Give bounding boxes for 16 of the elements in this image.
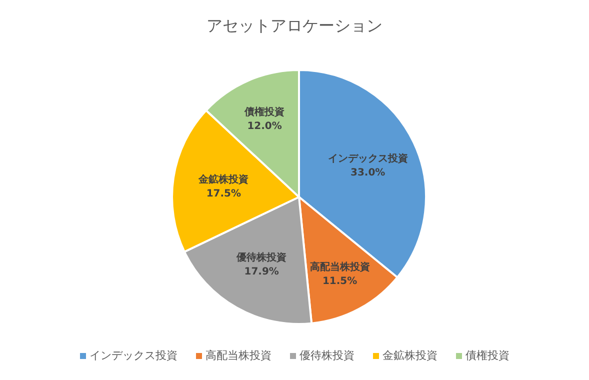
slice-label: 債権投資: [244, 106, 285, 118]
slice-label: 金鉱株投資: [198, 173, 249, 186]
data-label: 17.9%: [244, 266, 279, 278]
legend-label: 優待株投資: [298, 348, 354, 363]
legend-label: 高配当株投資: [204, 348, 272, 363]
data-label: 17.5%: [206, 188, 242, 200]
slice-label: インデックス投資: [328, 152, 408, 164]
slice-label: 優待株投資: [236, 251, 287, 264]
data-label: 33.0%: [350, 167, 386, 178]
data-label: 12.0%: [247, 120, 282, 132]
legend-label: 債権投資: [464, 348, 510, 363]
data-label: 11.5%: [322, 276, 358, 288]
chart-title: アセットアロケーション: [206, 16, 384, 37]
legend-label: インデックス投資: [88, 348, 178, 363]
legend-label: 金鉱株投資: [382, 348, 438, 363]
slice-label: 高配当株投資: [310, 261, 370, 274]
